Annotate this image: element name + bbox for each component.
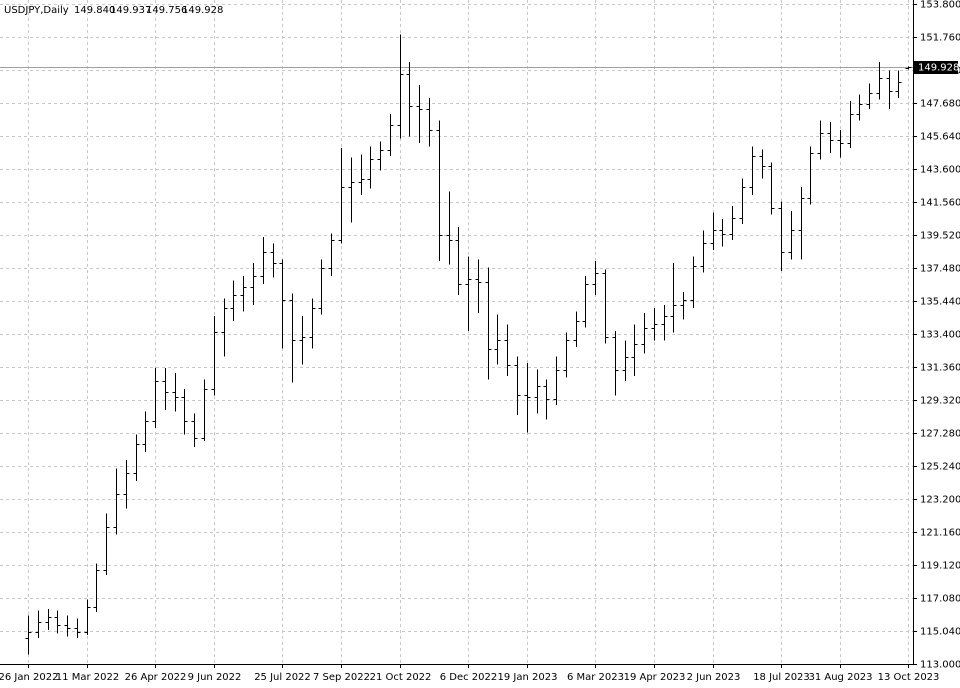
x-tick-label: 19 Jan 2023	[498, 672, 558, 683]
x-tick-label: 2 Jun 2023	[687, 672, 741, 683]
x-tick-label: 6 Mar 2023	[567, 672, 624, 683]
x-tick-label: 19 Apr 2023	[624, 672, 686, 683]
y-tick-label: 143.600	[920, 165, 960, 176]
y-tick-label: 147.680	[920, 99, 960, 110]
x-tick-label: 18 Jul 2023	[753, 672, 810, 683]
x-tick-label: 11 Mar 2022	[56, 672, 119, 683]
y-tick-label: 113.000	[920, 660, 960, 671]
y-tick-label: 127.280	[920, 429, 960, 440]
y-tick-label: 133.400	[920, 330, 960, 341]
x-tick-label: 6 Dec 2022	[440, 672, 498, 683]
last-price-box	[914, 61, 958, 74]
x-tick-label: 26 Jan 2022	[0, 672, 58, 683]
y-tick-label: 137.480	[920, 264, 960, 275]
y-tick-label: 139.520	[920, 231, 960, 242]
bars	[25, 34, 912, 655]
y-tick-label: 151.760	[920, 33, 960, 44]
x-tick-label: 7 Sep 2022	[313, 672, 370, 683]
last-price-label: 149.928	[918, 63, 959, 74]
x-tick-label: 9 Jun 2022	[188, 672, 242, 683]
header-low: 149.756	[146, 5, 187, 16]
x-tick-label: 21 Oct 2022	[370, 672, 432, 683]
y-tick-label: 141.560	[920, 198, 960, 209]
x-tick-label: 31 Aug 2023	[808, 672, 872, 683]
header-open: 149.840	[74, 5, 115, 16]
x-tick-label: 26 Apr 2022	[125, 672, 187, 683]
y-tick-label: 145.640	[920, 132, 960, 143]
header-high: 149.937	[110, 5, 151, 16]
y-tick-label: 131.360	[920, 363, 960, 374]
y-tick-label: 117.080	[920, 594, 960, 605]
x-tick-label: 13 Oct 2023	[878, 672, 940, 683]
y-tick-label: 119.120	[920, 561, 960, 572]
y-tick-label: 121.160	[920, 528, 960, 539]
header-close: 149.928	[182, 5, 223, 16]
grid	[0, 0, 913, 665]
y-tick-label: 125.240	[920, 462, 960, 473]
y-tick-label: 153.800	[920, 0, 960, 11]
header: USDJPY,Daily 149.840 149.937 149.756 149…	[4, 5, 223, 16]
y-tick-label: 135.440	[920, 297, 960, 308]
symbol: USDJPY,Daily	[4, 5, 69, 16]
x-tick-label: 25 Jul 2022	[254, 672, 311, 683]
y-tick-label: 115.040	[920, 627, 960, 638]
y-tick-label: 123.200	[920, 495, 960, 506]
y-tick-label: 129.320	[920, 396, 960, 407]
